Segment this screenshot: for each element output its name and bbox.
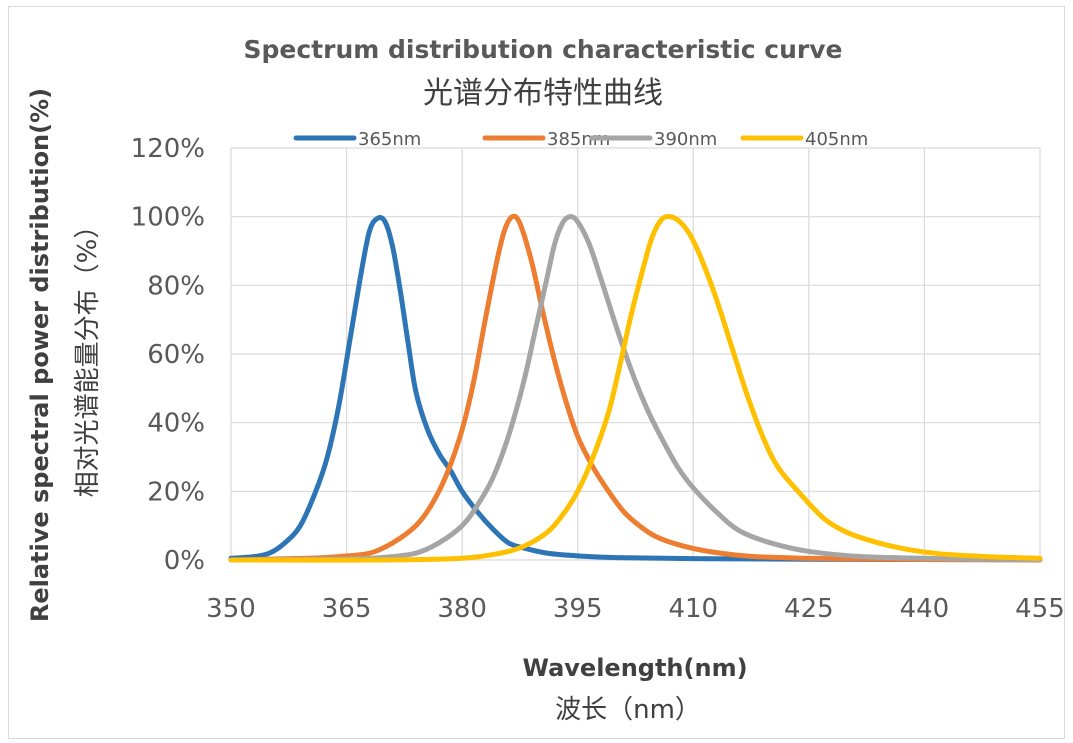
x-tick-label: 380 xyxy=(437,594,487,624)
y-tick-label: 100% xyxy=(131,203,205,233)
x-tick-label: 365 xyxy=(322,594,372,624)
x-tick-label: 440 xyxy=(900,594,950,624)
x-tick-label: 395 xyxy=(553,594,603,624)
x-tick-label: 455 xyxy=(1015,594,1065,624)
x-axis-title-cn: 波长（nm） xyxy=(555,695,701,725)
y-tick-label: 120% xyxy=(131,134,205,164)
chart-subtitle: 光谱分布特性曲线 xyxy=(423,76,663,111)
grid-lines xyxy=(230,147,1041,561)
x-tick-label: 425 xyxy=(784,594,834,624)
y-tick-label: 80% xyxy=(147,271,205,301)
x-axis-ticks: 350 365 380 395 410 425 440 455 xyxy=(206,594,1065,624)
legend-label-385nm: 385nm xyxy=(547,129,610,150)
series-line-390nm xyxy=(228,214,1043,563)
x-axis-title: Wavelength(nm) xyxy=(522,654,747,682)
legend-label-405nm: 405nm xyxy=(805,129,868,150)
x-tick-label: 410 xyxy=(668,594,718,624)
series-line-365nm xyxy=(228,215,1043,563)
y-axis-title-cn: 相对光谱能量分布（%） xyxy=(73,213,103,498)
chart-frame xyxy=(8,6,1065,739)
legend-label-365nm: 365nm xyxy=(358,129,421,150)
series-line-385nm xyxy=(228,213,1043,563)
y-tick-label: 40% xyxy=(147,409,205,439)
y-axis-title: Relative spectral power distribution(%) xyxy=(26,88,54,622)
y-tick-label: 60% xyxy=(147,340,205,370)
series-lines xyxy=(228,213,1043,563)
legend: 365nm 385nm 390nm 405nm xyxy=(293,129,868,150)
series-line-405nm xyxy=(228,214,1043,563)
y-axis-ticks: 0% 20% 40% 60% 80% 100% 120% xyxy=(131,134,205,576)
y-tick-label: 20% xyxy=(147,477,205,507)
y-tick-label: 0% xyxy=(164,546,205,576)
x-tick-label: 350 xyxy=(206,594,256,624)
legend-label-390nm: 390nm xyxy=(654,129,717,150)
chart-title: Spectrum distribution characteristic cur… xyxy=(243,35,842,64)
